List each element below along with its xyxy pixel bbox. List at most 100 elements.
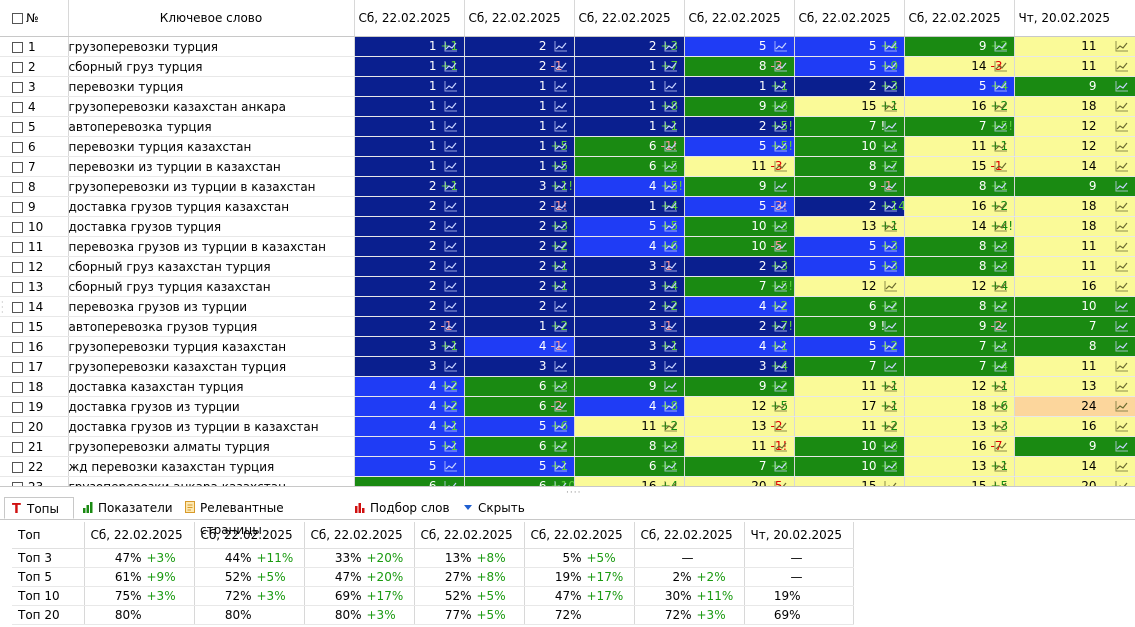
row-checkbox[interactable] bbox=[12, 441, 23, 453]
stats-header-date[interactable]: Сб, 22.02.2025 bbox=[634, 522, 745, 549]
table-row[interactable]: 11 перевозка грузов из турции в казахстан… bbox=[0, 236, 1135, 257]
trend-chart-icon[interactable] bbox=[554, 200, 568, 212]
row-checkbox[interactable] bbox=[12, 361, 23, 373]
trend-chart-icon[interactable] bbox=[444, 260, 458, 272]
trend-chart-icon[interactable] bbox=[554, 240, 568, 252]
tab-top[interactable]: T Топы bbox=[4, 497, 74, 519]
position-cell[interactable]: 4 +1 bbox=[354, 416, 465, 437]
position-cell[interactable]: 1 bbox=[354, 96, 465, 117]
position-cell[interactable]: 2 +2 bbox=[464, 236, 575, 257]
trend-chart-icon[interactable] bbox=[774, 300, 788, 312]
trend-chart-icon[interactable] bbox=[884, 400, 898, 412]
row-checkbox[interactable] bbox=[12, 81, 23, 93]
position-cell[interactable]: 1 bbox=[354, 76, 465, 97]
position-cell[interactable]: 2 +3 bbox=[794, 76, 905, 97]
position-cell[interactable]: 2 +1 bbox=[464, 256, 575, 277]
position-cell[interactable]: 2 +3 bbox=[684, 256, 795, 277]
position-cell[interactable]: 11 +1 bbox=[904, 136, 1015, 157]
position-cell[interactable]: 10 -5 bbox=[684, 236, 795, 257]
row-checkbox[interactable] bbox=[12, 101, 23, 113]
trend-chart-icon[interactable] bbox=[884, 300, 898, 312]
row-checkbox[interactable] bbox=[12, 401, 23, 413]
position-cell[interactable]: 2 bbox=[354, 196, 465, 217]
tab-bar-chart[interactable]: Показатели bbox=[76, 497, 176, 519]
position-cell[interactable]: 1 bbox=[354, 156, 465, 177]
trend-chart-icon[interactable] bbox=[774, 200, 788, 212]
trend-chart-icon[interactable] bbox=[444, 220, 458, 232]
position-cell[interactable]: 1 +1 bbox=[354, 56, 465, 77]
position-cell[interactable]: 8 +3 bbox=[904, 256, 1015, 277]
header-keyword[interactable]: Ключевое слово bbox=[68, 0, 355, 37]
row-checkbox[interactable] bbox=[12, 481, 23, 486]
position-cell[interactable]: 8 +7 bbox=[794, 156, 905, 177]
position-cell[interactable]: 1 +1 bbox=[574, 116, 685, 137]
trend-chart-icon[interactable] bbox=[554, 360, 568, 372]
trend-chart-icon[interactable] bbox=[774, 220, 788, 232]
position-cell[interactable]: 11 -1! bbox=[684, 436, 795, 457]
trend-chart-icon[interactable] bbox=[994, 440, 1008, 452]
trend-chart-icon[interactable] bbox=[1115, 60, 1129, 72]
position-cell[interactable]: 5 +5! bbox=[684, 136, 795, 157]
trend-chart-icon[interactable] bbox=[444, 200, 458, 212]
row-checkbox[interactable] bbox=[12, 421, 23, 433]
position-cell[interactable]: 1 +2 bbox=[464, 316, 575, 337]
table-row[interactable]: 17 грузоперевозки казахстан турция 3 3 3 3 +4 7… bbox=[0, 356, 1135, 377]
position-cell[interactable]: 15 +5 bbox=[904, 476, 1015, 486]
position-cell[interactable]: 3 bbox=[354, 356, 465, 377]
trend-chart-icon[interactable] bbox=[1115, 480, 1129, 487]
position-cell[interactable]: 11 bbox=[1014, 36, 1135, 57]
position-cell[interactable]: 3 bbox=[574, 356, 685, 377]
position-cell[interactable]: 15 bbox=[794, 476, 905, 486]
keyword-cell[interactable]: грузоперевозки казахстан турция bbox=[68, 356, 355, 377]
trend-chart-icon[interactable] bbox=[554, 420, 568, 432]
trend-chart-icon[interactable] bbox=[444, 440, 458, 452]
trend-chart-icon[interactable] bbox=[884, 180, 898, 192]
stats-header-date[interactable]: Сб, 22.02.2025 bbox=[84, 522, 195, 549]
position-cell[interactable]: 2 -1 bbox=[464, 56, 575, 77]
position-cell[interactable]: 18 bbox=[1014, 216, 1135, 237]
header-date-5[interactable]: Сб, 22.02.2025 bbox=[794, 0, 905, 37]
table-row[interactable]: 9 доставка грузов турция казахстан 2 2 -1! 1 +… bbox=[0, 196, 1135, 217]
trend-chart-icon[interactable] bbox=[554, 380, 568, 392]
position-cell[interactable]: 18 bbox=[1014, 96, 1135, 117]
keyword-cell[interactable]: автоперевозка турция bbox=[68, 116, 355, 137]
position-cell[interactable]: 10 +3 bbox=[794, 456, 905, 477]
trend-chart-icon[interactable] bbox=[884, 380, 898, 392]
position-cell[interactable]: 8 +3 bbox=[574, 436, 685, 457]
keyword-cell[interactable]: доставка грузов турция казахстан bbox=[68, 196, 355, 217]
trend-chart-icon[interactable] bbox=[444, 320, 458, 332]
position-cell[interactable]: 5 +5 bbox=[574, 216, 685, 237]
position-cell[interactable]: 1 bbox=[354, 136, 465, 157]
position-cell[interactable]: 14 +4! bbox=[904, 216, 1015, 237]
table-row[interactable]: 6 перевозки турция казахстан 1 1 +5 6 -1! 5 +5! 1… bbox=[0, 136, 1135, 157]
trend-chart-icon[interactable] bbox=[444, 60, 458, 72]
trend-chart-icon[interactable] bbox=[774, 360, 788, 372]
position-cell[interactable]: 12 bbox=[1014, 136, 1135, 157]
position-cell[interactable]: 3 +1! bbox=[464, 176, 575, 197]
trend-chart-icon[interactable] bbox=[1115, 440, 1129, 452]
position-cell[interactable]: 4 +2 bbox=[684, 296, 795, 317]
tab-red-bars[interactable]: Подбор слов bbox=[348, 497, 454, 519]
trend-chart-icon[interactable] bbox=[884, 360, 898, 372]
trend-chart-icon[interactable] bbox=[1115, 120, 1129, 132]
row-checkbox[interactable] bbox=[12, 281, 23, 293]
trend-chart-icon[interactable] bbox=[774, 40, 788, 52]
trend-chart-icon[interactable] bbox=[994, 460, 1008, 472]
keyword-cell[interactable]: перевозки из турции в казахстан bbox=[68, 156, 355, 177]
trend-chart-icon[interactable] bbox=[1115, 320, 1129, 332]
panel-splitter-handle[interactable]: ···· bbox=[566, 488, 582, 498]
trend-chart-icon[interactable] bbox=[664, 40, 678, 52]
trend-chart-icon[interactable] bbox=[664, 300, 678, 312]
trend-chart-icon[interactable] bbox=[664, 320, 678, 332]
table-row[interactable]: 19 доставка грузов из турции 4 +2 6 -2 4 +8 12 +5… bbox=[0, 396, 1135, 417]
table-row[interactable]: 5 автоперевозка турция 1 1 1 +1 2 +5! 7! 7 +5! 12 bbox=[0, 116, 1135, 137]
trend-chart-icon[interactable] bbox=[664, 380, 678, 392]
trend-chart-icon[interactable] bbox=[884, 320, 898, 332]
position-cell[interactable]: 24 bbox=[1014, 396, 1135, 417]
position-cell[interactable]: 2 -1 bbox=[354, 316, 465, 337]
trend-chart-icon[interactable] bbox=[444, 380, 458, 392]
position-cell[interactable]: 9 -1 bbox=[794, 176, 905, 197]
position-cell[interactable]: 2 bbox=[354, 256, 465, 277]
trend-chart-icon[interactable] bbox=[994, 240, 1008, 252]
position-cell[interactable]: 10 +1 bbox=[794, 136, 905, 157]
